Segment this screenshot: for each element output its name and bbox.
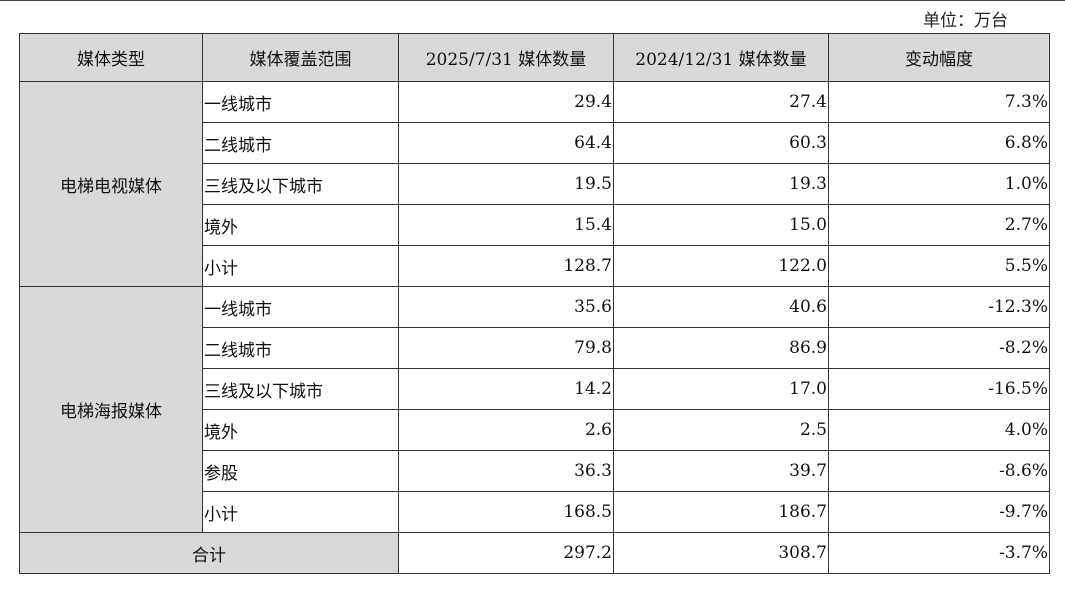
count-2024-cell: 15.0	[613, 204, 829, 246]
total-label: 合计	[19, 532, 399, 574]
count-2025-cell: 35.6	[398, 286, 614, 328]
change-cell: 1.0%	[828, 163, 1050, 205]
count-2025-cell: 14.2	[398, 368, 614, 410]
media-count-table: 媒体类型 媒体覆盖范围 2025/7/31 媒体数量 2024/12/31 媒体…	[19, 33, 1050, 574]
change-cell: -9.7%	[828, 491, 1050, 533]
coverage-cell: 一线城市	[202, 81, 399, 123]
table-row: 二线城市 64.4 60.3 6.8%	[20, 122, 1050, 164]
table-row: 境外 15.4 15.0 2.7%	[20, 204, 1050, 246]
coverage-cell: 二线城市	[202, 122, 399, 164]
count-2025-cell: 128.7	[398, 245, 614, 287]
total-count-2024: 308.7	[613, 532, 829, 574]
header-count-2024: 2024/12/31 媒体数量	[613, 33, 829, 82]
change-cell: 6.8%	[828, 122, 1050, 164]
change-cell: 7.3%	[828, 81, 1050, 123]
change-cell: -8.2%	[828, 327, 1050, 369]
table-row: 三线及以下城市 19.5 19.3 1.0%	[20, 163, 1050, 205]
count-2025-cell: 15.4	[398, 204, 614, 246]
coverage-cell: 一线城市	[202, 286, 399, 328]
table-row: 小计 128.7 122.0 5.5%	[20, 245, 1050, 287]
table-row: 二线城市 79.8 86.9 -8.2%	[20, 327, 1050, 369]
coverage-cell: 二线城市	[202, 327, 399, 369]
count-2024-cell: 17.0	[613, 368, 829, 410]
total-count-2025: 297.2	[398, 532, 614, 574]
change-cell: 4.0%	[828, 409, 1050, 451]
count-2024-cell: 86.9	[613, 327, 829, 369]
media-type-cell: 电梯电视媒体	[19, 81, 203, 287]
coverage-cell: 三线及以下城市	[202, 368, 399, 410]
count-2024-cell: 19.3	[613, 163, 829, 205]
count-2024-cell: 186.7	[613, 491, 829, 533]
total-row: 合计 297.2 308.7 -3.7%	[19, 532, 1050, 574]
change-cell: -16.5%	[828, 368, 1050, 410]
coverage-cell: 境外	[202, 204, 399, 246]
coverage-cell: 境外	[202, 409, 399, 451]
table-row: 电梯电视媒体 一线城市 29.4 27.4 7.3%	[19, 81, 1050, 287]
count-2025-cell: 168.5	[398, 491, 614, 533]
header-count-2025: 2025/7/31 媒体数量	[398, 33, 614, 82]
coverage-cell: 小计	[202, 245, 399, 287]
top-rule	[0, 0, 1065, 1]
header-row: 媒体类型 媒体覆盖范围 2025/7/31 媒体数量 2024/12/31 媒体…	[19, 33, 1050, 82]
count-2025-cell: 79.8	[398, 327, 614, 369]
count-2024-cell: 27.4	[613, 81, 829, 123]
count-2024-cell: 60.3	[613, 122, 829, 164]
table-row: 三线及以下城市 14.2 17.0 -16.5%	[20, 368, 1050, 410]
table-row: 电梯海报媒体 一线城市 35.6 40.6 -12.3%	[19, 286, 1050, 533]
header-change: 变动幅度	[828, 33, 1050, 82]
table-row: 参股 36.3 39.7 -8.6%	[20, 450, 1050, 492]
change-cell: 5.5%	[828, 245, 1050, 287]
table-row: 境外 2.6 2.5 4.0%	[20, 409, 1050, 451]
change-cell: -12.3%	[828, 286, 1050, 328]
count-2024-cell: 2.5	[613, 409, 829, 451]
coverage-cell: 三线及以下城市	[202, 163, 399, 205]
coverage-cell: 小计	[202, 491, 399, 533]
header-coverage: 媒体覆盖范围	[202, 33, 399, 82]
count-2024-cell: 40.6	[613, 286, 829, 328]
media-type-cell: 电梯海报媒体	[19, 286, 203, 533]
count-2025-cell: 19.5	[398, 163, 614, 205]
count-2025-cell: 36.3	[398, 450, 614, 492]
count-2025-cell: 29.4	[398, 81, 614, 123]
change-cell: 2.7%	[828, 204, 1050, 246]
count-2025-cell: 2.6	[398, 409, 614, 451]
unit-label: 单位：万台	[923, 11, 1008, 31]
count-2024-cell: 122.0	[613, 245, 829, 287]
count-2025-cell: 64.4	[398, 122, 614, 164]
coverage-cell: 参股	[202, 450, 399, 492]
change-cell: -8.6%	[828, 450, 1050, 492]
total-change: -3.7%	[828, 532, 1050, 574]
header-media-type: 媒体类型	[19, 33, 203, 82]
count-2024-cell: 39.7	[613, 450, 829, 492]
